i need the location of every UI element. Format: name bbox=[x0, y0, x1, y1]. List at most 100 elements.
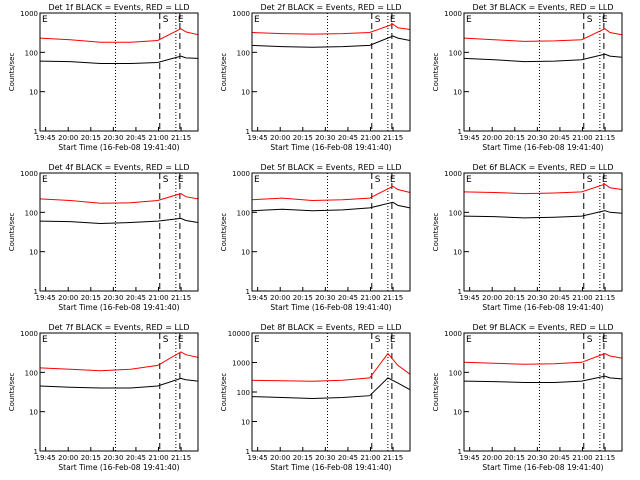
y-axis-label: Counts/sec bbox=[432, 373, 440, 412]
series-line-events bbox=[39, 55, 199, 64]
series-line-events bbox=[39, 217, 199, 225]
x-tick-label: 21:00 bbox=[572, 134, 592, 142]
panel-title: Det 9f BLACK = Events, RED = LLD bbox=[472, 323, 613, 332]
x-axis-label: Start Time (16-Feb-08 19:41:40) bbox=[482, 303, 603, 312]
y-tick-label: 10 bbox=[241, 249, 250, 257]
panel-title: Det 2f BLACK = Events, RED = LLD bbox=[260, 3, 401, 12]
y-tick-label: 1000 bbox=[20, 170, 38, 178]
plot-frame bbox=[39, 12, 199, 132]
y-axis-label: Counts/sec bbox=[8, 373, 16, 412]
x-tick-label: 20:00 bbox=[58, 294, 78, 302]
x-tick-label: 20:30 bbox=[103, 134, 123, 142]
y-tick-label: 10 bbox=[29, 89, 38, 97]
x-tick-label: 19:45 bbox=[36, 134, 56, 142]
x-tick-label: 20:15 bbox=[81, 294, 101, 302]
marker-label: S bbox=[587, 335, 593, 345]
plot-frame bbox=[463, 172, 623, 292]
x-tick-label: 20:00 bbox=[58, 134, 78, 142]
x-tick-label: 21:00 bbox=[360, 134, 380, 142]
x-axis-label: Start Time (16-Feb-08 19:41:40) bbox=[482, 463, 603, 472]
x-axis-label: Start Time (16-Feb-08 19:41:40) bbox=[58, 463, 179, 472]
marker-label: E bbox=[42, 175, 48, 185]
x-tick-label: 20:45 bbox=[550, 294, 570, 302]
x-tick-label: 19:45 bbox=[36, 454, 56, 462]
x-tick-label: 20:30 bbox=[315, 454, 335, 462]
series-line-events bbox=[39, 377, 199, 389]
marker-label: S bbox=[587, 175, 593, 185]
y-axis-label: Counts/sec bbox=[8, 213, 16, 252]
plot-frame bbox=[463, 332, 623, 452]
panel-det-5f: Det 5f BLACK = Events, RED = LLD Counts/s… bbox=[220, 163, 411, 312]
x-tick-label: 20:30 bbox=[315, 294, 335, 302]
x-tick-label: 21:00 bbox=[360, 294, 380, 302]
y-axis-label: Counts/sec bbox=[220, 213, 228, 252]
y-tick-label: 10000 bbox=[228, 330, 250, 338]
y-tick-label: 1000 bbox=[444, 170, 462, 178]
x-tick-label: 20:00 bbox=[270, 454, 290, 462]
y-tick-label: 100 bbox=[449, 369, 462, 377]
y-tick-label: 1 bbox=[458, 288, 462, 296]
x-tick-label: 20:00 bbox=[58, 454, 78, 462]
marker-label: E bbox=[254, 175, 260, 185]
x-tick-label: 20:30 bbox=[527, 134, 547, 142]
marker-label: E bbox=[390, 15, 396, 25]
y-tick-label: 10 bbox=[453, 409, 462, 417]
x-axis-label: Start Time (16-Feb-08 19:41:40) bbox=[482, 143, 603, 152]
x-tick-label: 19:45 bbox=[248, 454, 268, 462]
panel-title: Det 8f BLACK = Events, RED = LLD bbox=[260, 323, 401, 332]
marker-label: E bbox=[178, 15, 184, 25]
marker-label: E bbox=[602, 15, 608, 25]
series-line-lld bbox=[39, 351, 199, 372]
marker-label: E bbox=[466, 175, 472, 185]
series-line-lld bbox=[463, 183, 623, 195]
x-tick-label: 20:30 bbox=[315, 134, 335, 142]
x-tick-label: 20:30 bbox=[103, 454, 123, 462]
x-axis-label: Start Time (16-Feb-08 19:41:40) bbox=[270, 463, 391, 472]
series-line-lld bbox=[251, 185, 411, 202]
marker-label: S bbox=[375, 15, 381, 25]
y-tick-label: 100 bbox=[237, 49, 250, 57]
panel-det-3f: Det 3f BLACK = Events, RED = LLD Counts/s… bbox=[432, 3, 623, 152]
y-tick-label: 100 bbox=[237, 209, 250, 217]
y-tick-label: 1000 bbox=[232, 170, 250, 178]
x-tick-label: 20:45 bbox=[550, 454, 570, 462]
marker-label: E bbox=[178, 335, 184, 345]
marker-label: E bbox=[466, 335, 472, 345]
x-axis-label: Start Time (16-Feb-08 19:41:40) bbox=[270, 303, 391, 312]
x-tick-label: 21:15 bbox=[171, 454, 191, 462]
marker-label: E bbox=[466, 15, 472, 25]
y-tick-label: 100 bbox=[449, 49, 462, 57]
x-tick-label: 19:45 bbox=[248, 294, 268, 302]
x-tick-label: 20:45 bbox=[126, 294, 146, 302]
marker-label: E bbox=[254, 15, 260, 25]
y-tick-label: 1 bbox=[246, 448, 250, 456]
x-tick-label: 20:00 bbox=[482, 294, 502, 302]
panel-title: Det 5f BLACK = Events, RED = LLD bbox=[260, 163, 401, 172]
x-tick-label: 21:15 bbox=[171, 294, 191, 302]
marker-label: S bbox=[587, 15, 593, 25]
plot-frame bbox=[251, 172, 411, 292]
x-tick-label: 20:30 bbox=[103, 294, 123, 302]
x-tick-label: 21:15 bbox=[383, 454, 403, 462]
y-tick-label: 10 bbox=[453, 89, 462, 97]
y-axis-label: Counts/sec bbox=[8, 53, 16, 92]
panel-title: Det 1f BLACK = Events, RED = LLD bbox=[48, 3, 189, 12]
marker-label: E bbox=[178, 175, 184, 185]
series-line-lld bbox=[251, 352, 411, 382]
series-line-lld bbox=[463, 28, 623, 42]
x-tick-label: 20:00 bbox=[482, 454, 502, 462]
y-tick-label: 10 bbox=[29, 249, 38, 257]
marker-label: S bbox=[163, 335, 169, 345]
x-tick-label: 20:45 bbox=[126, 134, 146, 142]
panel-title: Det 6f BLACK = Events, RED = LLD bbox=[472, 163, 613, 172]
plot-frame bbox=[463, 12, 623, 132]
x-tick-label: 20:30 bbox=[527, 454, 547, 462]
x-tick-label: 20:45 bbox=[550, 134, 570, 142]
x-tick-label: 21:15 bbox=[383, 294, 403, 302]
panel-det-7f: Det 7f BLACK = Events, RED = LLD Counts/s… bbox=[8, 323, 199, 472]
series-line-lld bbox=[39, 28, 199, 43]
y-tick-label: 10 bbox=[241, 89, 250, 97]
x-tick-label: 21:00 bbox=[360, 454, 380, 462]
x-tick-label: 21:00 bbox=[572, 454, 592, 462]
